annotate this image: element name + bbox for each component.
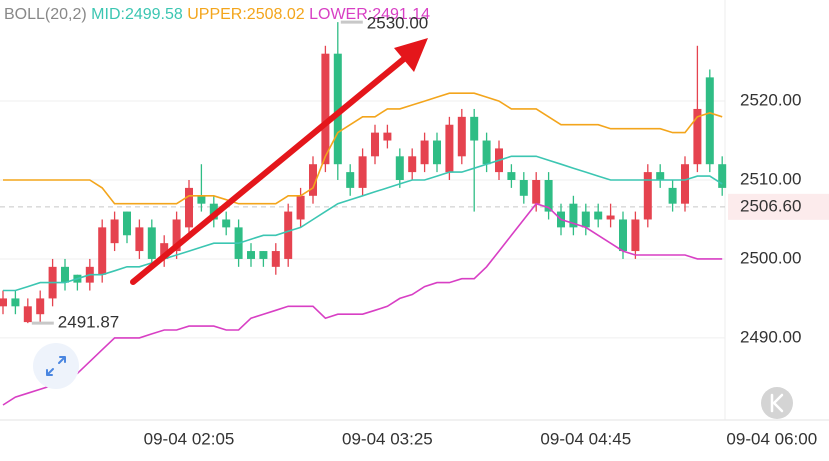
- candle-body: [61, 266, 69, 283]
- candle-body: [619, 219, 627, 252]
- candle-body: [271, 251, 280, 267]
- candle-body: [296, 195, 305, 220]
- expand-button[interactable]: [33, 343, 79, 389]
- indicator-lower: LOWER:2491.14: [309, 6, 430, 23]
- candle-body: [656, 172, 665, 180]
- expand-button-bg[interactable]: [33, 343, 79, 389]
- last-price-label: 2506.60: [740, 196, 801, 215]
- candle-body: [445, 124, 454, 173]
- x-tick-label: 09-04 02:05: [144, 429, 235, 448]
- candle-body: [371, 132, 379, 157]
- candle-body: [705, 77, 714, 165]
- candle-body: [123, 211, 131, 236]
- indicator-upper: UPPER:2508.02: [187, 6, 305, 23]
- candle-body: [420, 140, 429, 165]
- candle-body: [544, 180, 553, 212]
- arrow-shaft: [130, 55, 408, 285]
- candle-body: [222, 219, 231, 228]
- candle-body: [470, 116, 479, 141]
- candle-body: [358, 156, 367, 188]
- candle-body: [482, 140, 491, 165]
- candle-body: [581, 211, 590, 228]
- candle-body: [643, 172, 652, 220]
- candle-body: [569, 203, 578, 228]
- x-tick-label: 09-04 06:00: [726, 429, 817, 448]
- candle-body: [197, 195, 206, 204]
- candle-body: [383, 132, 392, 141]
- band-line: [3, 92, 723, 205]
- low-marker-label: 2491.87: [58, 313, 119, 332]
- trend-arrow: [130, 38, 428, 285]
- candle-body: [408, 156, 417, 173]
- expand-icon[interactable]: [46, 356, 66, 376]
- indicator-name: BOLL(20,2): [4, 6, 87, 23]
- x-tick-label: 09-04 04:45: [540, 429, 631, 448]
- y-tick-label: 2510.00: [740, 169, 801, 188]
- candle-body: [98, 227, 107, 275]
- candle-body: [433, 140, 441, 165]
- candle-body: [259, 251, 268, 259]
- candle-body: [172, 219, 181, 252]
- candle-body: [247, 251, 255, 259]
- candle-body: [110, 219, 119, 244]
- candle-body: [395, 156, 404, 180]
- candle-body: [11, 298, 20, 307]
- candle-body: [507, 172, 516, 180]
- candle-body: [718, 164, 727, 188]
- candle-body: [532, 180, 541, 204]
- last-price-box: [728, 193, 829, 220]
- y-tick-label: 2500.00: [740, 248, 801, 267]
- candle-body: [135, 227, 144, 252]
- candle-body: [693, 108, 702, 165]
- high-marker-label: 2530.00: [367, 14, 428, 33]
- candle-body: [185, 187, 193, 228]
- candle-body: [594, 211, 603, 220]
- reset-icon[interactable]: [770, 393, 784, 413]
- candle-body: [23, 306, 32, 323]
- candle-body: [333, 53, 342, 165]
- plot: [0, 20, 727, 406]
- candle-body: [36, 298, 45, 315]
- candle-body: [321, 53, 330, 165]
- candle-body: [346, 172, 355, 188]
- candle-body: [147, 227, 156, 259]
- candle-body: [457, 116, 466, 157]
- candle-body: [309, 164, 317, 196]
- band-line: [2, 202, 723, 406]
- candle-body: [668, 187, 677, 204]
- candle-body: [0, 298, 7, 307]
- y-tick-label: 2520.00: [740, 91, 801, 110]
- candle-body: [681, 164, 689, 204]
- band-line: [3, 155, 723, 292]
- arrow-head: [394, 38, 428, 72]
- candle-body: [284, 211, 293, 259]
- candle-body: [519, 180, 528, 196]
- x-tick-label: 09-04 03:25: [342, 429, 433, 448]
- candle-body: [160, 243, 169, 259]
- reset-button[interactable]: [761, 387, 793, 419]
- candle-body: [606, 215, 615, 220]
- candle-body: [631, 219, 640, 252]
- indicator-mid: MID:2499.58: [91, 6, 183, 23]
- indicator-header: BOLL(20,2) MID:2499.58 UPPER:2508.02 LOW…: [4, 6, 430, 23]
- reset-button-bg[interactable]: [761, 387, 793, 419]
- y-tick-label: 2490.00: [740, 327, 801, 346]
